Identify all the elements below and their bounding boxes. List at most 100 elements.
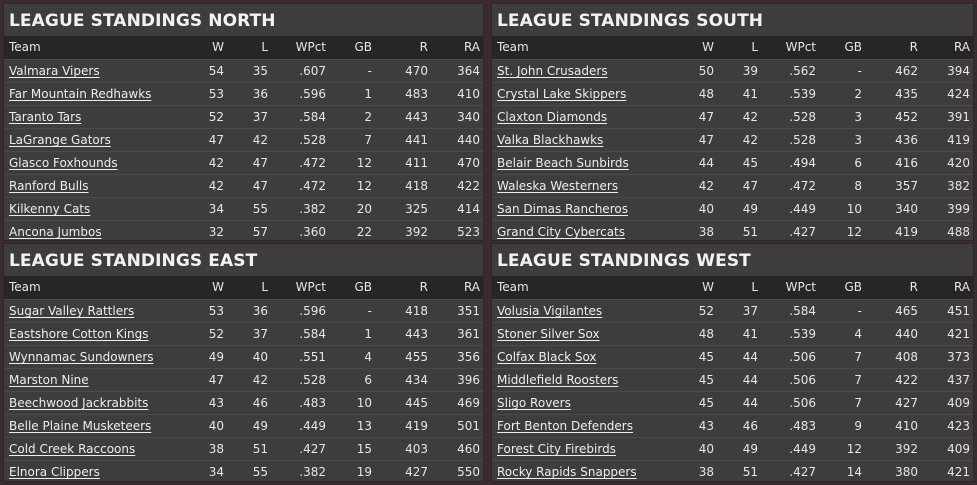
wins-cell: 53 [208, 304, 224, 318]
team-name-link[interactable]: Ancona Jumbos [9, 225, 102, 239]
games-back-cell: 6 [364, 373, 372, 387]
col-header-win-pct[interactable]: WPct [295, 40, 326, 54]
col-header-win-pct[interactable]: WPct [785, 280, 816, 294]
col-header-team[interactable]: Team [9, 280, 41, 294]
col-header-games-back[interactable]: GB [354, 280, 372, 294]
table-row: Wynnamac Sundowners 49 40 .551 4 455 356 [4, 345, 483, 368]
col-header-team[interactable]: Team [497, 40, 529, 54]
team-name-link[interactable]: St. John Crusaders [497, 64, 608, 78]
losses-cell: 36 [252, 87, 268, 101]
runs-allowed-cell: 451 [947, 304, 970, 318]
col-header-wins[interactable]: W [212, 40, 224, 54]
wins-cell: 38 [698, 225, 714, 239]
col-header-losses[interactable]: L [261, 40, 268, 54]
losses-cell: 39 [742, 64, 758, 78]
runs-cell: 427 [405, 465, 428, 479]
col-header-wins[interactable]: W [702, 280, 714, 294]
win-pct-cell: .472 [299, 179, 326, 193]
wins-cell: 52 [208, 327, 224, 341]
team-name-link[interactable]: Taranto Tars [9, 110, 82, 124]
team-name-link[interactable]: Middlefield Roosters [497, 373, 619, 387]
team-name-link[interactable]: Belle Plaine Musketeers [9, 419, 152, 433]
col-header-runs[interactable]: R [909, 280, 918, 294]
runs-cell: 470 [405, 64, 428, 78]
table-row: Colfax Black Sox 45 44 .506 7 408 373 [492, 345, 973, 368]
wins-cell: 43 [698, 419, 714, 433]
win-pct-cell: .528 [299, 133, 326, 147]
team-name-link[interactable]: Colfax Black Sox [497, 350, 597, 364]
runs-allowed-cell: 420 [947, 156, 970, 170]
runs-cell: 419 [405, 419, 428, 433]
col-header-runs-allowed[interactable]: RA [463, 280, 480, 294]
col-header-runs[interactable]: R [909, 40, 918, 54]
team-name-link[interactable]: Glasco Foxhounds [9, 156, 118, 170]
table-row: Middlefield Roosters 45 44 .506 7 422 437 [492, 368, 973, 391]
team-name-link[interactable]: Forest City Firebirds [497, 442, 616, 456]
losses-cell: 51 [742, 465, 758, 479]
wins-cell: 47 [208, 373, 224, 387]
team-name-link[interactable]: Valka Blackhawks [497, 133, 604, 147]
runs-allowed-cell: 422 [457, 179, 480, 193]
panel-title: LEAGUE STANDINGS NORTH [9, 11, 276, 31]
col-header-runs[interactable]: R [419, 40, 428, 54]
games-back-cell: 19 [356, 465, 372, 479]
runs-cell: 410 [895, 419, 918, 433]
team-name-link[interactable]: Elnora Clippers [9, 465, 100, 479]
team-name-link[interactable]: Grand City Cybercats [497, 225, 626, 239]
team-name-link[interactable]: Fort Benton Defenders [497, 419, 633, 433]
team-name-link[interactable]: Claxton Diamonds [497, 110, 608, 124]
col-header-team[interactable]: Team [9, 40, 41, 54]
col-header-losses[interactable]: L [751, 40, 758, 54]
col-header-runs-allowed[interactable]: RA [463, 40, 480, 54]
col-header-wins[interactable]: W [212, 280, 224, 294]
team-name-link[interactable]: Cold Creek Raccoons [9, 442, 136, 456]
runs-allowed-cell: 399 [947, 202, 970, 216]
col-header-win-pct[interactable]: WPct [295, 280, 326, 294]
runs-allowed-cell: 469 [457, 396, 480, 410]
wins-cell: 53 [208, 87, 224, 101]
team-name-link[interactable]: Ranford Bulls [9, 179, 89, 193]
table-header-row: Team W L WPct GB R RA [492, 276, 973, 299]
runs-allowed-cell: 391 [947, 110, 970, 124]
team-name-link[interactable]: Sligo Rovers [497, 396, 571, 410]
wins-cell: 40 [208, 419, 224, 433]
win-pct-cell: .427 [789, 225, 816, 239]
col-header-wins[interactable]: W [702, 40, 714, 54]
team-name-link[interactable]: Waleska Westerners [497, 179, 619, 193]
team-name-link[interactable]: Sugar Valley Rattlers [9, 304, 135, 318]
team-name-link[interactable]: Crystal Lake Skippers [497, 87, 627, 101]
col-header-games-back[interactable]: GB [844, 40, 862, 54]
col-header-win-pct[interactable]: WPct [785, 40, 816, 54]
col-header-team[interactable]: Team [497, 280, 529, 294]
team-name-link[interactable]: Volusia Vigilantes [497, 304, 603, 318]
team-name-link[interactable]: Far Mountain Redhawks [9, 87, 152, 101]
team-name-link[interactable]: Eastshore Cotton Kings [9, 327, 149, 341]
team-name-link[interactable]: Valmara Vipers [9, 64, 100, 78]
team-name-link[interactable]: Marston Nine [9, 373, 89, 387]
col-header-losses[interactable]: L [261, 280, 268, 294]
games-back-cell: 7 [854, 350, 862, 364]
runs-cell: 422 [895, 373, 918, 387]
team-name-link[interactable]: Wynnamac Sundowners [9, 350, 154, 364]
win-pct-cell: .528 [789, 133, 816, 147]
runs-allowed-cell: 340 [457, 110, 480, 124]
team-name-link[interactable]: San Dimas Rancheros [497, 202, 628, 216]
col-header-games-back[interactable]: GB [844, 280, 862, 294]
col-header-runs-allowed[interactable]: RA [953, 40, 970, 54]
team-name-link[interactable]: Beechwood Jackrabbits [9, 396, 149, 410]
runs-allowed-cell: 460 [457, 442, 480, 456]
games-back-cell: - [367, 304, 372, 318]
table-row: Elnora Clippers 34 55 .382 19 427 550 [4, 460, 483, 483]
col-header-games-back[interactable]: GB [354, 40, 372, 54]
col-header-runs-allowed[interactable]: RA [953, 280, 970, 294]
team-name-link[interactable]: Stoner Silver Sox [497, 327, 600, 341]
games-back-cell: - [857, 64, 862, 78]
team-name-link[interactable]: Rocky Rapids Snappers [497, 465, 637, 479]
runs-allowed-cell: 470 [457, 156, 480, 170]
runs-cell: 445 [405, 396, 428, 410]
team-name-link[interactable]: Kilkenny Cats [9, 202, 91, 216]
team-name-link[interactable]: Belair Beach Sunbirds [497, 156, 629, 170]
team-name-link[interactable]: LaGrange Gators [9, 133, 111, 147]
col-header-losses[interactable]: L [751, 280, 758, 294]
col-header-runs[interactable]: R [419, 280, 428, 294]
